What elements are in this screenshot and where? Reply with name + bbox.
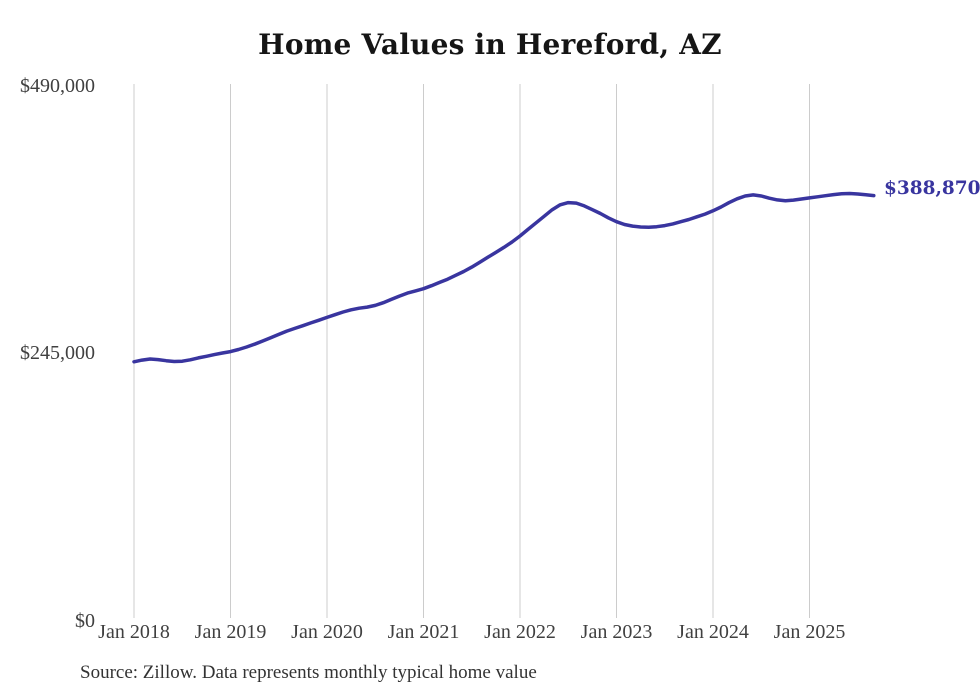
y-axis-tick-label-0: $0 <box>75 610 95 632</box>
x-axis-tick-label: Jan 2020 <box>291 621 363 643</box>
current-value-label: $388,870 <box>884 178 980 199</box>
chart-title: Home Values in Hereford, AZ <box>258 28 722 61</box>
x-axis-tick-label: Jan 2025 <box>773 621 846 643</box>
y-axis-tick-label-490000: $490,000 <box>20 75 95 97</box>
y-axis-tick-label-245000: $245,000 <box>20 342 95 364</box>
home-value-line <box>132 191 876 364</box>
source-note: Source: Zillow. Data represents monthly … <box>80 662 537 683</box>
x-axis-tick-label: Jan 2019 <box>194 621 267 643</box>
x-axis-tick-label: Jan 2023 <box>580 621 653 643</box>
x-axis-tick-label: Jan 2021 <box>387 621 460 643</box>
x-axis-tick-label: Jan 2018 <box>98 621 170 643</box>
x-axis-tick-label: Jan 2022 <box>484 621 556 643</box>
x-axis-tick-label: Jan 2024 <box>677 621 749 643</box>
